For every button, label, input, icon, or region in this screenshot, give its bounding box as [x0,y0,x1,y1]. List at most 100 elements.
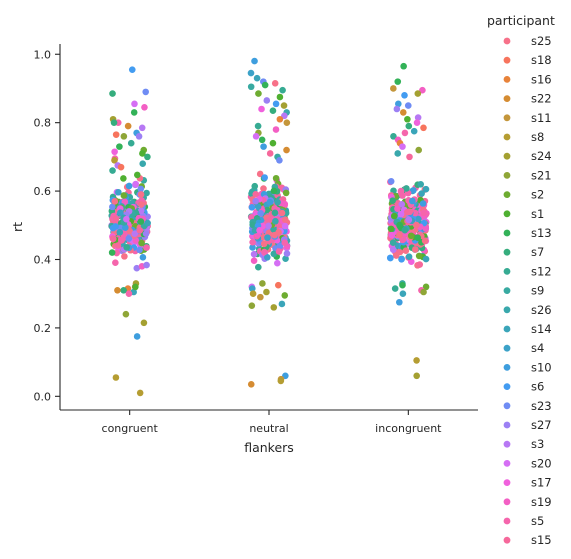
data-point [278,300,286,308]
data-point [276,115,284,123]
data-point [137,218,145,225]
data-point [396,298,403,306]
legend-entry-s5: s5 [503,514,544,528]
legend-marker [503,114,511,122]
data-point [136,227,144,234]
data-point [263,97,271,104]
data-point [256,227,263,234]
data-point [111,148,118,156]
data-point [281,216,289,223]
data-point [400,62,407,70]
data-point [252,190,260,198]
data-point [257,293,264,301]
series-incongruent [386,62,430,380]
data-point [406,153,413,161]
data-point [130,109,138,116]
data-point [410,187,417,194]
data-point [110,119,118,126]
axes: 0.0 0.2 0.4 0.6 0.8 1.0 congruent neutral incon… [10,44,478,455]
data-point [137,207,145,215]
data-point [125,235,133,242]
data-point [414,234,422,242]
legend-marker [503,479,511,486]
data-point [125,182,133,190]
legend-entry-s16: s16 [503,72,552,86]
legend-marker [503,191,511,199]
data-point [279,86,286,94]
data-point [140,319,148,327]
legend-label: s17 [531,476,552,490]
legend-entry-s2: s2 [503,188,544,202]
legend-marker [503,325,511,333]
data-point [281,239,289,246]
data-point [263,288,270,296]
data-point [112,259,119,267]
data-point [120,286,127,294]
data-point [415,215,422,223]
data-point [136,389,144,397]
data-point [271,209,279,217]
data-point [387,225,395,233]
x-axis-label: flankers [244,440,294,455]
data-point [413,119,421,126]
data-point [143,189,150,197]
legend-entry-s26: s26 [503,303,552,317]
legend-label: s12 [531,264,552,278]
legend-marker [503,440,511,448]
y-tick-label: 0.4 [34,253,52,266]
data-point [275,248,283,255]
series-congruent [108,66,151,397]
data-point [390,85,397,92]
data-point [401,92,408,99]
legend-entry-s4: s4 [503,341,544,355]
data-point [138,201,145,208]
legend: participant s25s18s16s22s11s8s24s21s2s1s… [487,13,555,547]
data-point [397,210,405,218]
legend-label: s15 [531,533,552,547]
data-point [399,143,406,150]
legend-label: s5 [531,514,544,528]
legend-marker [503,364,511,371]
data-point [115,188,122,196]
legend-entry-s9: s9 [503,284,544,298]
legend-entry-s7: s7 [503,245,544,259]
data-point [121,253,128,260]
data-point [254,122,262,130]
legend-entry-s10: s10 [503,360,552,374]
data-point [138,124,146,132]
data-point [281,292,289,299]
data-point [388,231,396,239]
data-point [398,200,406,208]
legend-label: s25 [531,34,552,48]
legend-label: s26 [531,303,552,317]
data-point [128,66,136,73]
data-point [263,206,271,214]
data-point [108,249,116,256]
data-point [252,197,259,205]
legend-entry-s24: s24 [503,149,552,163]
data-point [109,167,116,174]
data-point [283,146,290,154]
legend-label: s21 [531,168,552,182]
legend-label: s14 [531,322,552,336]
data-point [248,204,256,211]
data-point [269,107,277,115]
data-point [389,246,397,253]
data-point [142,230,150,238]
data-point [420,209,427,217]
data-point [117,209,124,217]
data-point [404,115,411,123]
data-point [109,203,116,211]
data-point [137,191,145,198]
data-point [266,150,274,157]
legend-entry-s20: s20 [503,456,552,470]
data-point [264,253,271,261]
data-point [138,239,145,247]
data-point [387,254,394,262]
data-point [254,203,262,211]
legend-entry-s1: s1 [503,207,544,221]
legend-label: s10 [531,360,552,374]
legend-marker [503,229,511,237]
legend-entry-s18: s18 [503,53,552,67]
